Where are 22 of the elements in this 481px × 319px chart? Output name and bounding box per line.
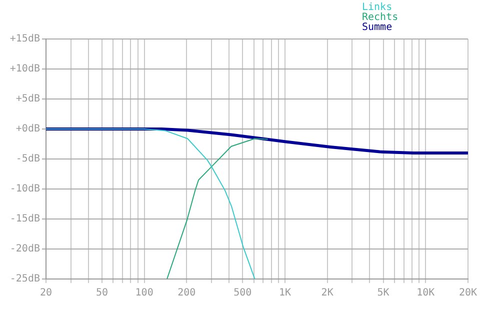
y-tick-label: -15dB xyxy=(10,214,40,225)
y-tick-label: -20dB xyxy=(10,244,40,255)
y-tick-label: +0dB xyxy=(16,124,40,135)
x-tick-label: 2K xyxy=(321,288,334,299)
x-tick-label: 20K xyxy=(458,288,477,299)
x-tick-label: 10K xyxy=(416,288,435,299)
x-tick-label: 20 xyxy=(40,288,52,299)
x-tick-label: 1K xyxy=(278,288,291,299)
y-tick-label: -10dB xyxy=(10,184,40,195)
x-tick-label: 5K xyxy=(377,288,390,299)
text: Rechts xyxy=(362,12,398,23)
text: Links xyxy=(362,2,392,13)
x-tick-label: 200 xyxy=(178,288,196,299)
text: Summe xyxy=(362,22,394,33)
y-tick-label: -5dB xyxy=(16,154,40,165)
y-tick-label: +5dB xyxy=(16,94,40,105)
x-tick-label: 500 xyxy=(234,288,252,299)
y-tick-label: -25dB xyxy=(10,274,40,285)
x-tick-label: 100 xyxy=(135,288,154,299)
y-tick-label: +10dB xyxy=(10,64,40,75)
y-tick-label: +15dB xyxy=(10,34,40,45)
x-tick-label: 50 xyxy=(96,288,108,299)
